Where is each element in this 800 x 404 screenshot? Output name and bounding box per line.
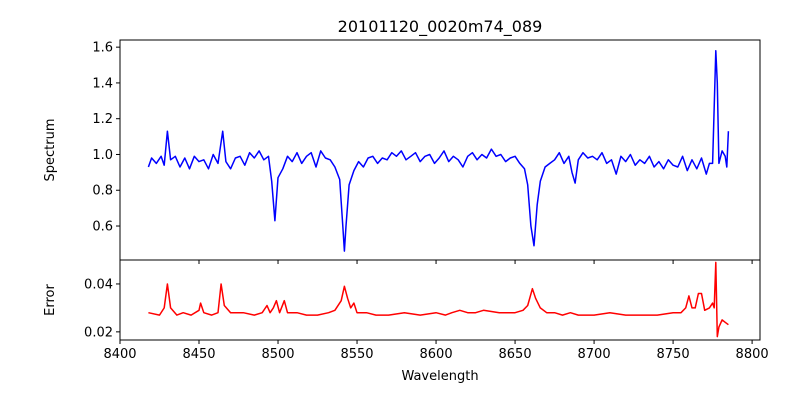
series-line-spectrum — [147, 49, 730, 252]
x-tick-label: 8400 — [103, 347, 136, 362]
x-tick-label: 8750 — [657, 347, 690, 362]
y-tick-label: 0.02 — [84, 325, 113, 340]
y-tick-label: 1.2 — [92, 112, 113, 127]
axes-frame — [119, 39, 761, 261]
y-axis-label-error: Error — [43, 284, 58, 316]
y-tick-label: 1.6 — [92, 41, 113, 56]
y-tick-label: 0.04 — [84, 277, 113, 292]
axes-frame — [119, 259, 761, 341]
x-tick-label: 8450 — [182, 347, 215, 362]
x-tick-label: 8500 — [261, 347, 294, 362]
y-tick-label: 1.0 — [92, 148, 113, 163]
x-tick-label: 8800 — [736, 347, 769, 362]
x-tick-label: 8650 — [499, 347, 532, 362]
x-tick-label: 8700 — [578, 347, 611, 362]
x-tick-label: 8600 — [420, 347, 453, 362]
y-tick-label: 1.4 — [92, 76, 113, 91]
x-tick-label: 8550 — [340, 347, 373, 362]
x-axis-label: Wavelength — [401, 369, 478, 384]
y-tick-label: 0.8 — [92, 184, 113, 199]
y-tick-label: 0.6 — [92, 220, 113, 235]
chart-title: 20101120_0020m74_089 — [338, 17, 543, 37]
y-axis-label-spectrum: Spectrum — [43, 119, 58, 182]
series-line-error — [148, 261, 729, 338]
